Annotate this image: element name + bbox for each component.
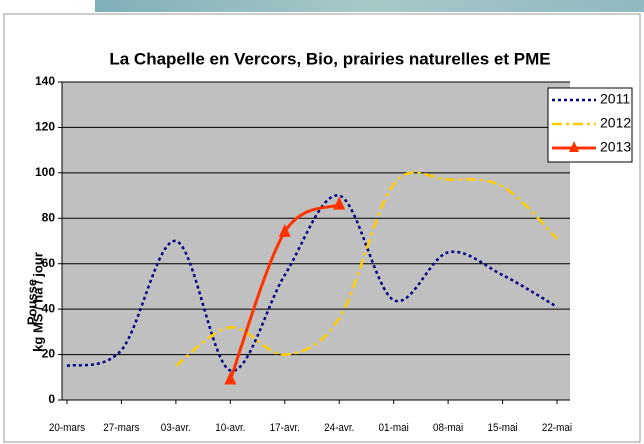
x-tick-label: 20-mars <box>49 422 85 434</box>
legend-label: 2011 <box>600 91 630 107</box>
header-band <box>95 0 644 12</box>
legend-label: 2012 <box>600 115 631 131</box>
x-tick-label: 15-mai <box>487 422 517 434</box>
y-tick-label: 60 <box>42 256 56 270</box>
x-tick-label: 24-avr. <box>324 422 354 434</box>
x-tick-label: 03-avr. <box>161 422 191 434</box>
x-tick-label: 08-mai <box>433 422 463 434</box>
chart-title: La Chapelle en Vercors, Bio, prairies na… <box>109 49 550 68</box>
y-tick-label: 120 <box>35 120 55 134</box>
plot-area <box>62 82 570 400</box>
y-tick-label: 40 <box>42 301 56 315</box>
x-tick-label: 17-avr. <box>270 422 300 434</box>
x-tick-label: 27-mars <box>103 422 139 434</box>
chart: La Chapelle en Vercors, Bio, prairies na… <box>0 0 644 444</box>
legend-label: 2013 <box>600 139 631 155</box>
x-tick-label: 10-avr. <box>215 422 245 434</box>
y-tick-label: 80 <box>42 210 56 224</box>
x-tick-label: 01-mai <box>379 422 409 434</box>
y-tick-label: 0 <box>48 392 55 406</box>
x-tick-label: 22-mai <box>542 422 572 434</box>
y-tick-label: 140 <box>35 74 55 88</box>
y-tick-label: 20 <box>42 347 56 361</box>
y-tick-label: 100 <box>35 165 55 179</box>
